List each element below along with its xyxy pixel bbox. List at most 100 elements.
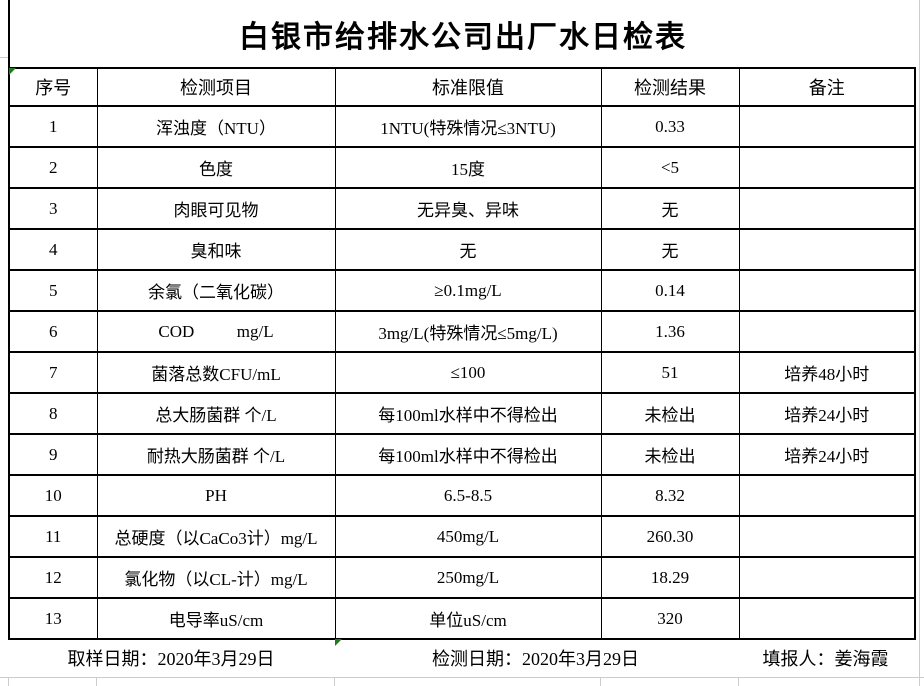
cell-standard: ≥0.1mg/L [334, 269, 602, 312]
col-header-seq: 序号 [8, 67, 98, 107]
cell-remark: 培养24小时 [738, 392, 916, 435]
sheet-gridline [919, 0, 920, 686]
cell-remark [738, 105, 916, 148]
cell-item: 氯化物（以CL-计）mg/L [96, 556, 336, 599]
cell-item: 浑浊度（NTU） [96, 105, 336, 148]
cell-seq: 3 [8, 187, 98, 230]
table-body: 1 浑浊度（NTU） 1NTU(特殊情况≤3NTU) 0.33 2 色度 15度… [8, 105, 916, 640]
cell-seq: 7 [8, 351, 98, 394]
cell-result: 无 [600, 187, 740, 230]
cell-seq: 13 [8, 597, 98, 640]
table-row: 10 PH 6.5-8.5 8.32 [8, 474, 916, 517]
cell-result: 0.33 [600, 105, 740, 148]
sheet-gridline [738, 678, 739, 686]
testing-date: 检测日期：2020年3月29日 [432, 648, 639, 669]
cell-standard: 250mg/L [334, 556, 602, 599]
cell-standard: 6.5-8.5 [334, 474, 602, 517]
cell-remark: 培养48小时 [738, 351, 916, 394]
cell-result: 1.36 [600, 310, 740, 353]
cell-item: 耐热大肠菌群 个/L [96, 433, 336, 476]
cell-item: 肉眼可见物 [96, 187, 336, 230]
col-header-item: 检测项目 [96, 67, 336, 107]
cell-standard: ≤100 [334, 351, 602, 394]
cell-item: 菌落总数CFU/mL [96, 351, 336, 394]
sheet-gridline [0, 57, 8, 58]
cell-item: 色度 [96, 146, 336, 189]
cell-remark [738, 310, 916, 353]
cell-seq: 5 [8, 269, 98, 312]
header-row: 序号 检测项目 标准限值 检测结果 备注 [8, 67, 916, 107]
cell-result: 未检出 [600, 392, 740, 435]
cell-result: 51 [600, 351, 740, 394]
cell-standard: 15度 [334, 146, 602, 189]
sheet-gridline [0, 677, 924, 678]
cell-remark [738, 597, 916, 640]
cell-standard: 1NTU(特殊情况≤3NTU) [334, 105, 602, 148]
cell-result: 8.32 [600, 474, 740, 517]
footer-row: 取样日期：2020年3月29日 检测日期：2020年3月29日 填报人：姜海霞 [8, 638, 914, 677]
cell-standard: 单位uS/cm [334, 597, 602, 640]
cell-item: 总大肠菌群 个/L [96, 392, 336, 435]
cell-result: <5 [600, 146, 740, 189]
cell-seq: 2 [8, 146, 98, 189]
cell-standard: 每100ml水样中不得检出 [334, 392, 602, 435]
table-row: 5 余氯（二氧化碳） ≥0.1mg/L 0.14 [8, 269, 916, 312]
table-header: 序号 检测项目 标准限值 检测结果 备注 [8, 67, 916, 107]
cell-item: 总硬度（以CaCo3计）mg/L [96, 515, 336, 558]
col-header-standard: 标准限值 [334, 67, 602, 107]
cell-standard: 450mg/L [334, 515, 602, 558]
title-band: 白银市给排水公司出厂水日检表 [8, 0, 916, 67]
table-row: 11 总硬度（以CaCo3计）mg/L 450mg/L 260.30 [8, 515, 916, 558]
table-row: 12 氯化物（以CL-计）mg/L 250mg/L 18.29 [8, 556, 916, 599]
cell-item: 电导率uS/cm [96, 597, 336, 640]
table-row: 4 臭和味 无 无 [8, 228, 916, 271]
table-row: 7 菌落总数CFU/mL ≤100 51 培养48小时 [8, 351, 916, 394]
page-title: 白银市给排水公司出厂水日检表 [239, 20, 687, 54]
table-row: 8 总大肠菌群 个/L 每100ml水样中不得检出 未检出 培养24小时 [8, 392, 916, 435]
reporter-name: 填报人：姜海霞 [762, 648, 889, 669]
table-row: 2 色度 15度 <5 [8, 146, 916, 189]
table-row: 3 肉眼可见物 无异臭、异味 无 [8, 187, 916, 230]
sheet-gridline [96, 678, 97, 686]
cell-remark [738, 187, 916, 230]
cell-seq: 8 [8, 392, 98, 435]
cell-standard: 无 [334, 228, 602, 271]
cell-result: 18.29 [600, 556, 740, 599]
table-row: 9 耐热大肠菌群 个/L 每100ml水样中不得检出 未检出 培养24小时 [8, 433, 916, 476]
cell-remark [738, 515, 916, 558]
cell-result: 320 [600, 597, 740, 640]
cell-remark [738, 228, 916, 271]
excel-error-marker-icon [9, 68, 16, 75]
table-row: 13 电导率uS/cm 单位uS/cm 320 [8, 597, 916, 640]
cell-seq: 12 [8, 556, 98, 599]
cell-item: 余氯（二氧化碳） [96, 269, 336, 312]
cell-item: COD mg/L [96, 310, 336, 353]
table-row: 1 浑浊度（NTU） 1NTU(特殊情况≤3NTU) 0.33 [8, 105, 916, 148]
cell-remark [738, 269, 916, 312]
cell-standard: 3mg/L(特殊情况≤5mg/L) [334, 310, 602, 353]
cell-seq: 1 [8, 105, 98, 148]
cell-seq: 4 [8, 228, 98, 271]
col-header-result: 检测结果 [600, 67, 740, 107]
sheet-gridline [334, 678, 335, 686]
inspection-table: 序号 检测项目 标准限值 检测结果 备注 1 浑浊度（NTU） 1NTU(特殊情… [8, 67, 916, 640]
sampling-date: 取样日期：2020年3月29日 [67, 648, 275, 669]
cell-remark [738, 146, 916, 189]
excel-error-marker-icon [335, 639, 342, 646]
cell-remark [738, 474, 916, 517]
cell-result: 未检出 [600, 433, 740, 476]
cell-standard: 无异臭、异味 [334, 187, 602, 230]
cell-standard: 每100ml水样中不得检出 [334, 433, 602, 476]
cell-result: 0.14 [600, 269, 740, 312]
cell-item: 臭和味 [96, 228, 336, 271]
cell-seq: 6 [8, 310, 98, 353]
cell-result: 无 [600, 228, 740, 271]
cell-seq: 10 [8, 474, 98, 517]
table-row: 6 COD mg/L 3mg/L(特殊情况≤5mg/L) 1.36 [8, 310, 916, 353]
sheet-gridline [600, 678, 601, 686]
sheet-gridline [8, 678, 9, 686]
cell-seq: 9 [8, 433, 98, 476]
cell-remark [738, 556, 916, 599]
cell-seq: 11 [8, 515, 98, 558]
